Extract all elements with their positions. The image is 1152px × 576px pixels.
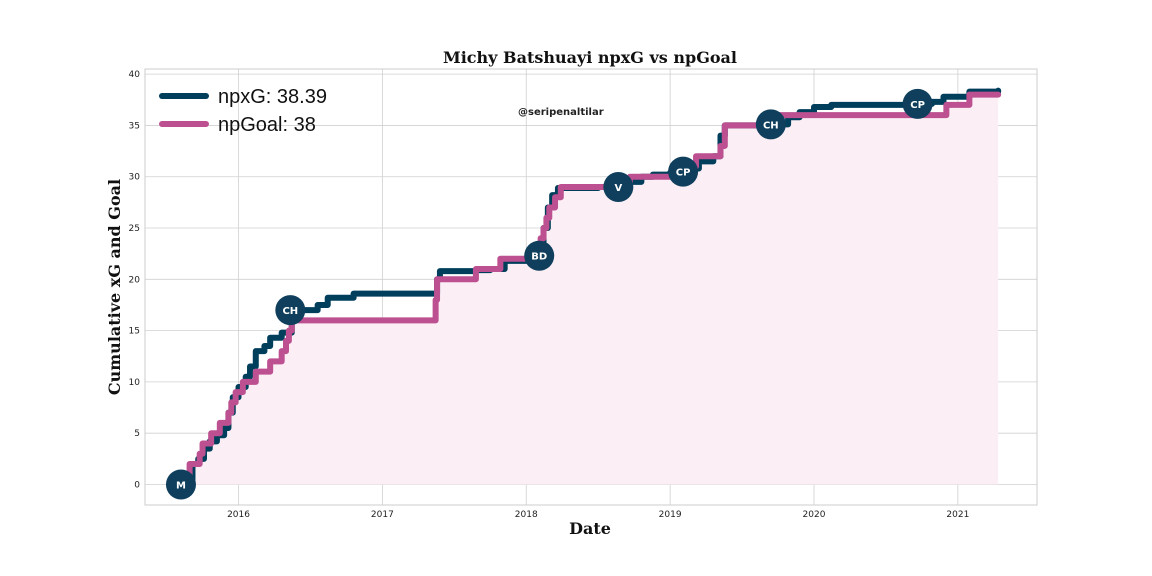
marker-circle xyxy=(524,240,555,271)
marker-circle xyxy=(165,469,196,500)
goal-area-fill xyxy=(180,94,999,485)
marker-label: CH xyxy=(282,306,298,317)
y-tick-label: 10 xyxy=(129,378,141,388)
marker: CH xyxy=(755,109,786,140)
markers: M CH BD V CP CH CP xyxy=(165,88,933,500)
y-tick-label: 5 xyxy=(134,429,140,439)
y-tick-label: 0 xyxy=(134,480,140,490)
marker-label: V xyxy=(614,183,622,194)
y-tick-label: 25 xyxy=(129,224,140,234)
marker: CH xyxy=(275,295,306,326)
x-tick-label: 2019 xyxy=(659,510,682,520)
marker-label: BD xyxy=(531,252,547,263)
x-tick-label: 2018 xyxy=(515,510,538,520)
marker-circle xyxy=(275,295,306,326)
y-tick-label: 40 xyxy=(129,70,141,80)
marker-label: CP xyxy=(676,168,691,179)
marker-circle xyxy=(902,88,933,119)
marker-circle xyxy=(603,171,634,202)
y-ticks: 0 5 10 15 20 25 30 35 40 xyxy=(129,70,141,490)
legend: npxG: 38.39 npGoal: 38 xyxy=(159,86,327,136)
y-tick-label: 35 xyxy=(129,121,140,131)
chart-title: Michy Batshuayi npxG vs npGoal xyxy=(443,48,737,67)
x-tick-label: 2020 xyxy=(803,510,826,520)
credit-text: @seripenaltilar xyxy=(518,107,604,118)
y-axis-label: Cumulative xG and Goal xyxy=(105,179,124,395)
marker: V xyxy=(603,171,634,202)
marker-label: M xyxy=(176,480,186,491)
marker: BD xyxy=(524,240,555,271)
y-tick-label: 20 xyxy=(129,275,141,285)
y-tick-label: 15 xyxy=(129,327,140,337)
marker: CP xyxy=(668,156,699,187)
x-tick-label: 2021 xyxy=(946,510,969,520)
marker-circle xyxy=(755,109,786,140)
marker-label: CH xyxy=(763,120,779,131)
marker-label: CP xyxy=(910,100,925,111)
x-tick-label: 2017 xyxy=(371,510,394,520)
x-ticks: 2016 2017 2018 2019 2020 2021 xyxy=(227,510,969,520)
marker-circle xyxy=(668,156,699,187)
series-line-npgoal xyxy=(177,91,1002,488)
y-tick-label: 30 xyxy=(129,173,141,183)
legend-label-npgoal: npGoal: 38 xyxy=(218,114,316,136)
x-tick-label: 2016 xyxy=(227,510,250,520)
legend-label-npxg: npxG: 38.39 xyxy=(218,86,327,108)
marker: CP xyxy=(902,88,933,119)
plot-frame xyxy=(144,68,1038,506)
x-axis-label: Date xyxy=(569,519,611,538)
marker: M xyxy=(165,469,196,500)
area-fill xyxy=(180,94,999,485)
